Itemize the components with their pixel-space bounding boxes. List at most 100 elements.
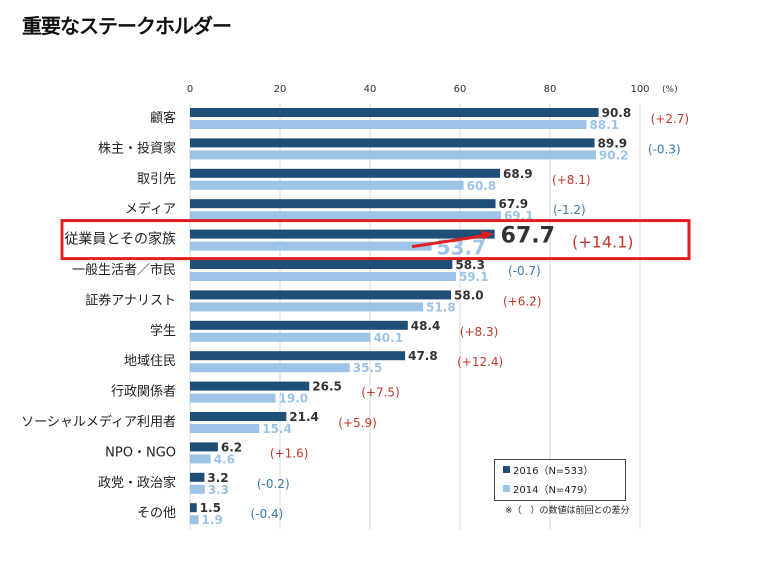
data-label-2016: 6.2 (221, 440, 242, 454)
data-label-2016: 3.2 (207, 471, 228, 485)
bar-2014 (190, 241, 432, 251)
category-label: NPO・NGO (105, 445, 176, 460)
bar-2016 (190, 229, 495, 239)
difference-label: (+1.6) (270, 446, 309, 460)
category-label: 一般生活者／市民 (72, 262, 176, 278)
data-label-2016: 89.9 (598, 136, 628, 150)
data-label-2014: 35.5 (353, 361, 383, 375)
data-label-2014: 51.8 (426, 300, 456, 314)
legend: 2016（N=533） 2014（N=479） (494, 459, 626, 501)
category-label: 学生 (150, 323, 176, 339)
difference-label: (-0.4) (251, 507, 284, 521)
data-label-2016: 47.8 (408, 349, 438, 363)
category-label: 従業員とその家族 (64, 231, 176, 248)
highlight-box (60, 219, 691, 261)
bar-2014 (190, 302, 424, 312)
difference-label: (-0.2) (257, 477, 290, 491)
bar-2014 (190, 363, 350, 373)
note: ※（ ）の数値は前回との差分 (505, 506, 630, 516)
bar-2014 (190, 454, 211, 464)
data-label-2014: 4.6 (214, 452, 235, 466)
bar-2016 (190, 168, 501, 178)
bar-2014 (190, 484, 205, 494)
bar-2016 (190, 381, 310, 391)
difference-label: (+6.2) (503, 294, 542, 308)
category-label: 地域住民 (124, 354, 176, 369)
bar-2016 (190, 412, 287, 421)
data-label-2014: 3.3 (208, 483, 229, 497)
bar-2014 (190, 393, 276, 403)
legend-swatch (503, 485, 510, 492)
legend-item-2016: 2016（N=533） (495, 460, 625, 479)
category-label: メディア (125, 201, 176, 217)
data-label-2014: 88.1 (589, 118, 619, 132)
x-tick-label: 80 (544, 84, 557, 95)
legend-label: 2014（N=479） (513, 485, 594, 496)
data-label-2016: 58.3 (455, 258, 485, 272)
legend-swatch (503, 466, 510, 473)
unit-label: (%) (662, 85, 678, 95)
category-label: 株主・投資家 (98, 140, 176, 156)
data-label-2016: 90.8 (602, 106, 632, 120)
data-label-2014: 59.1 (459, 270, 489, 284)
x-tick-label: 40 (364, 84, 377, 95)
data-label-2016: 48.4 (411, 319, 441, 333)
data-label-2016: 67.9 (499, 197, 529, 211)
x-tick-label: 60 (454, 84, 467, 95)
bar-2016 (190, 290, 451, 300)
category-label: 顧客 (150, 110, 176, 126)
data-label-2014: 1.9 (202, 513, 223, 527)
data-label-2014: 19.0 (279, 392, 309, 406)
bar-2016 (190, 108, 599, 117)
category-label: ソーシャルメディア利用者 (21, 414, 176, 430)
bar-2016 (190, 442, 218, 452)
bar-2016 (190, 472, 205, 482)
data-label-2016: 26.5 (312, 380, 342, 394)
category-label: 証券アナリスト (85, 292, 176, 308)
arrow-head-icon (480, 230, 494, 240)
data-label-2014: 40.1 (373, 331, 403, 345)
category-label: 政党・政治家 (98, 475, 176, 491)
bar-2014 (190, 211, 501, 221)
bar-2014 (190, 515, 199, 525)
category-label: その他 (137, 506, 176, 521)
difference-label: (+8.1) (552, 173, 591, 187)
data-label-2014: 15.4 (262, 422, 292, 436)
difference-label: (+2.7) (651, 112, 690, 126)
data-label-2016: 21.4 (289, 410, 319, 424)
difference-label: (+7.5) (361, 386, 400, 400)
category-label: 行政関係者 (111, 385, 176, 400)
page-title: 重要なステークホルダー (22, 14, 232, 38)
difference-label: (-0.7) (508, 264, 541, 278)
bar-2014 (190, 424, 260, 433)
x-tick-label: 0 (187, 84, 193, 95)
data-label-2016: 68.9 (503, 167, 533, 181)
x-tick-label: 100 (630, 84, 649, 95)
data-label-2016: 1.5 (200, 501, 221, 515)
bar-2014 (190, 332, 371, 342)
data-label-2016: 58.0 (454, 288, 484, 302)
bar-2016 (190, 138, 595, 148)
difference-label: (+12.4) (457, 355, 503, 369)
bar-2016 (190, 351, 406, 361)
difference-label: (+14.1) (572, 233, 634, 252)
bar-2016 (190, 503, 197, 513)
x-tick-label: 20 (274, 84, 287, 95)
category-label: 取引先 (137, 172, 176, 187)
difference-label: (-1.2) (553, 203, 586, 217)
difference-label: (+8.3) (460, 325, 499, 339)
bar-2014 (190, 180, 464, 190)
bar-2014 (190, 272, 456, 281)
bar-2016 (190, 199, 496, 209)
legend-item-2014: 2014（N=479） (495, 479, 625, 498)
data-label-2014: 60.8 (467, 179, 497, 193)
data-label-2016: 67.7 (501, 224, 555, 249)
bar-2014 (190, 150, 596, 160)
highlight-arrow (411, 234, 486, 249)
difference-label: (-0.3) (648, 142, 681, 156)
difference-label: (+5.9) (338, 416, 377, 430)
legend-label: 2016（N=533） (513, 466, 594, 477)
data-label-2014: 90.2 (599, 148, 629, 162)
